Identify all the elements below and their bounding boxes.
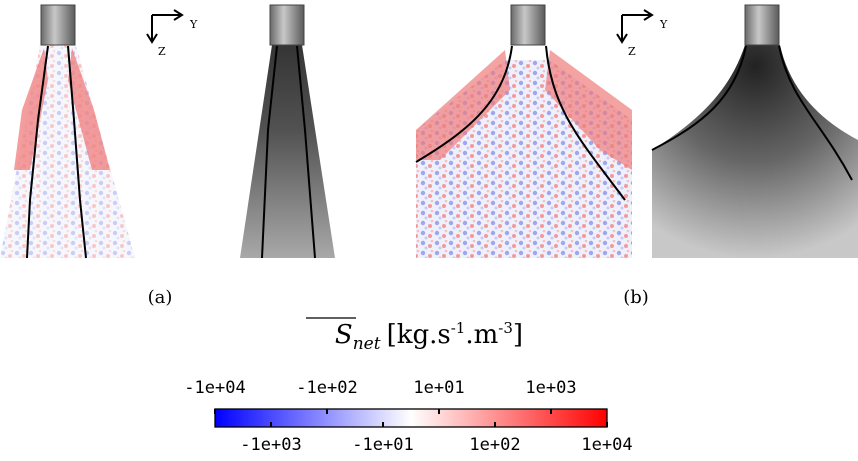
panel-b-density bbox=[651, 45, 858, 258]
axis-triad-labels: Y Z Y Z bbox=[158, 18, 668, 58]
superscript: -1 bbox=[451, 319, 466, 337]
colorbar-tick-label: -1e+02 bbox=[296, 378, 357, 398]
axis-label: Z bbox=[158, 45, 166, 58]
colorbar-tick-label: 1e+04 bbox=[581, 435, 632, 455]
axis-triad bbox=[146, 9, 654, 44]
axis-label: Y bbox=[659, 18, 668, 31]
panel-a-source bbox=[0, 45, 135, 259]
unit: .m bbox=[465, 320, 498, 350]
panel-label: (a) bbox=[148, 287, 173, 308]
colorbar-title: Snet [kg.s-1.m-3] bbox=[335, 319, 523, 354]
colorbar-tick-label: 1e+02 bbox=[469, 435, 520, 455]
subscript: net bbox=[353, 334, 381, 354]
axis-label: Z bbox=[628, 45, 636, 58]
panel-a-density bbox=[240, 45, 335, 259]
colorbar-fill bbox=[214, 408, 608, 428]
colorbar: -1e+04 -1e+03 -1e+02 -1e+01 1e+01 1e+02 1e+03 1… bbox=[184, 378, 632, 455]
panel-b-source bbox=[415, 45, 632, 258]
colorbar-tick-label: 1e+01 bbox=[413, 378, 464, 398]
unit: ] bbox=[513, 320, 523, 350]
symbol: S bbox=[335, 320, 353, 350]
colorbar-tick-label: 1e+03 bbox=[525, 378, 576, 398]
colorbar-tick-label: -1e+01 bbox=[352, 435, 413, 455]
unit: [kg.s bbox=[387, 320, 451, 350]
axis-label: Y bbox=[189, 18, 198, 31]
nozzles bbox=[40, 4, 780, 46]
colorbar-tick-label: -1e+03 bbox=[240, 435, 301, 455]
panel-label: (b) bbox=[623, 287, 649, 308]
superscript: -3 bbox=[498, 319, 513, 337]
colorbar-tick-label: -1e+04 bbox=[184, 378, 245, 398]
